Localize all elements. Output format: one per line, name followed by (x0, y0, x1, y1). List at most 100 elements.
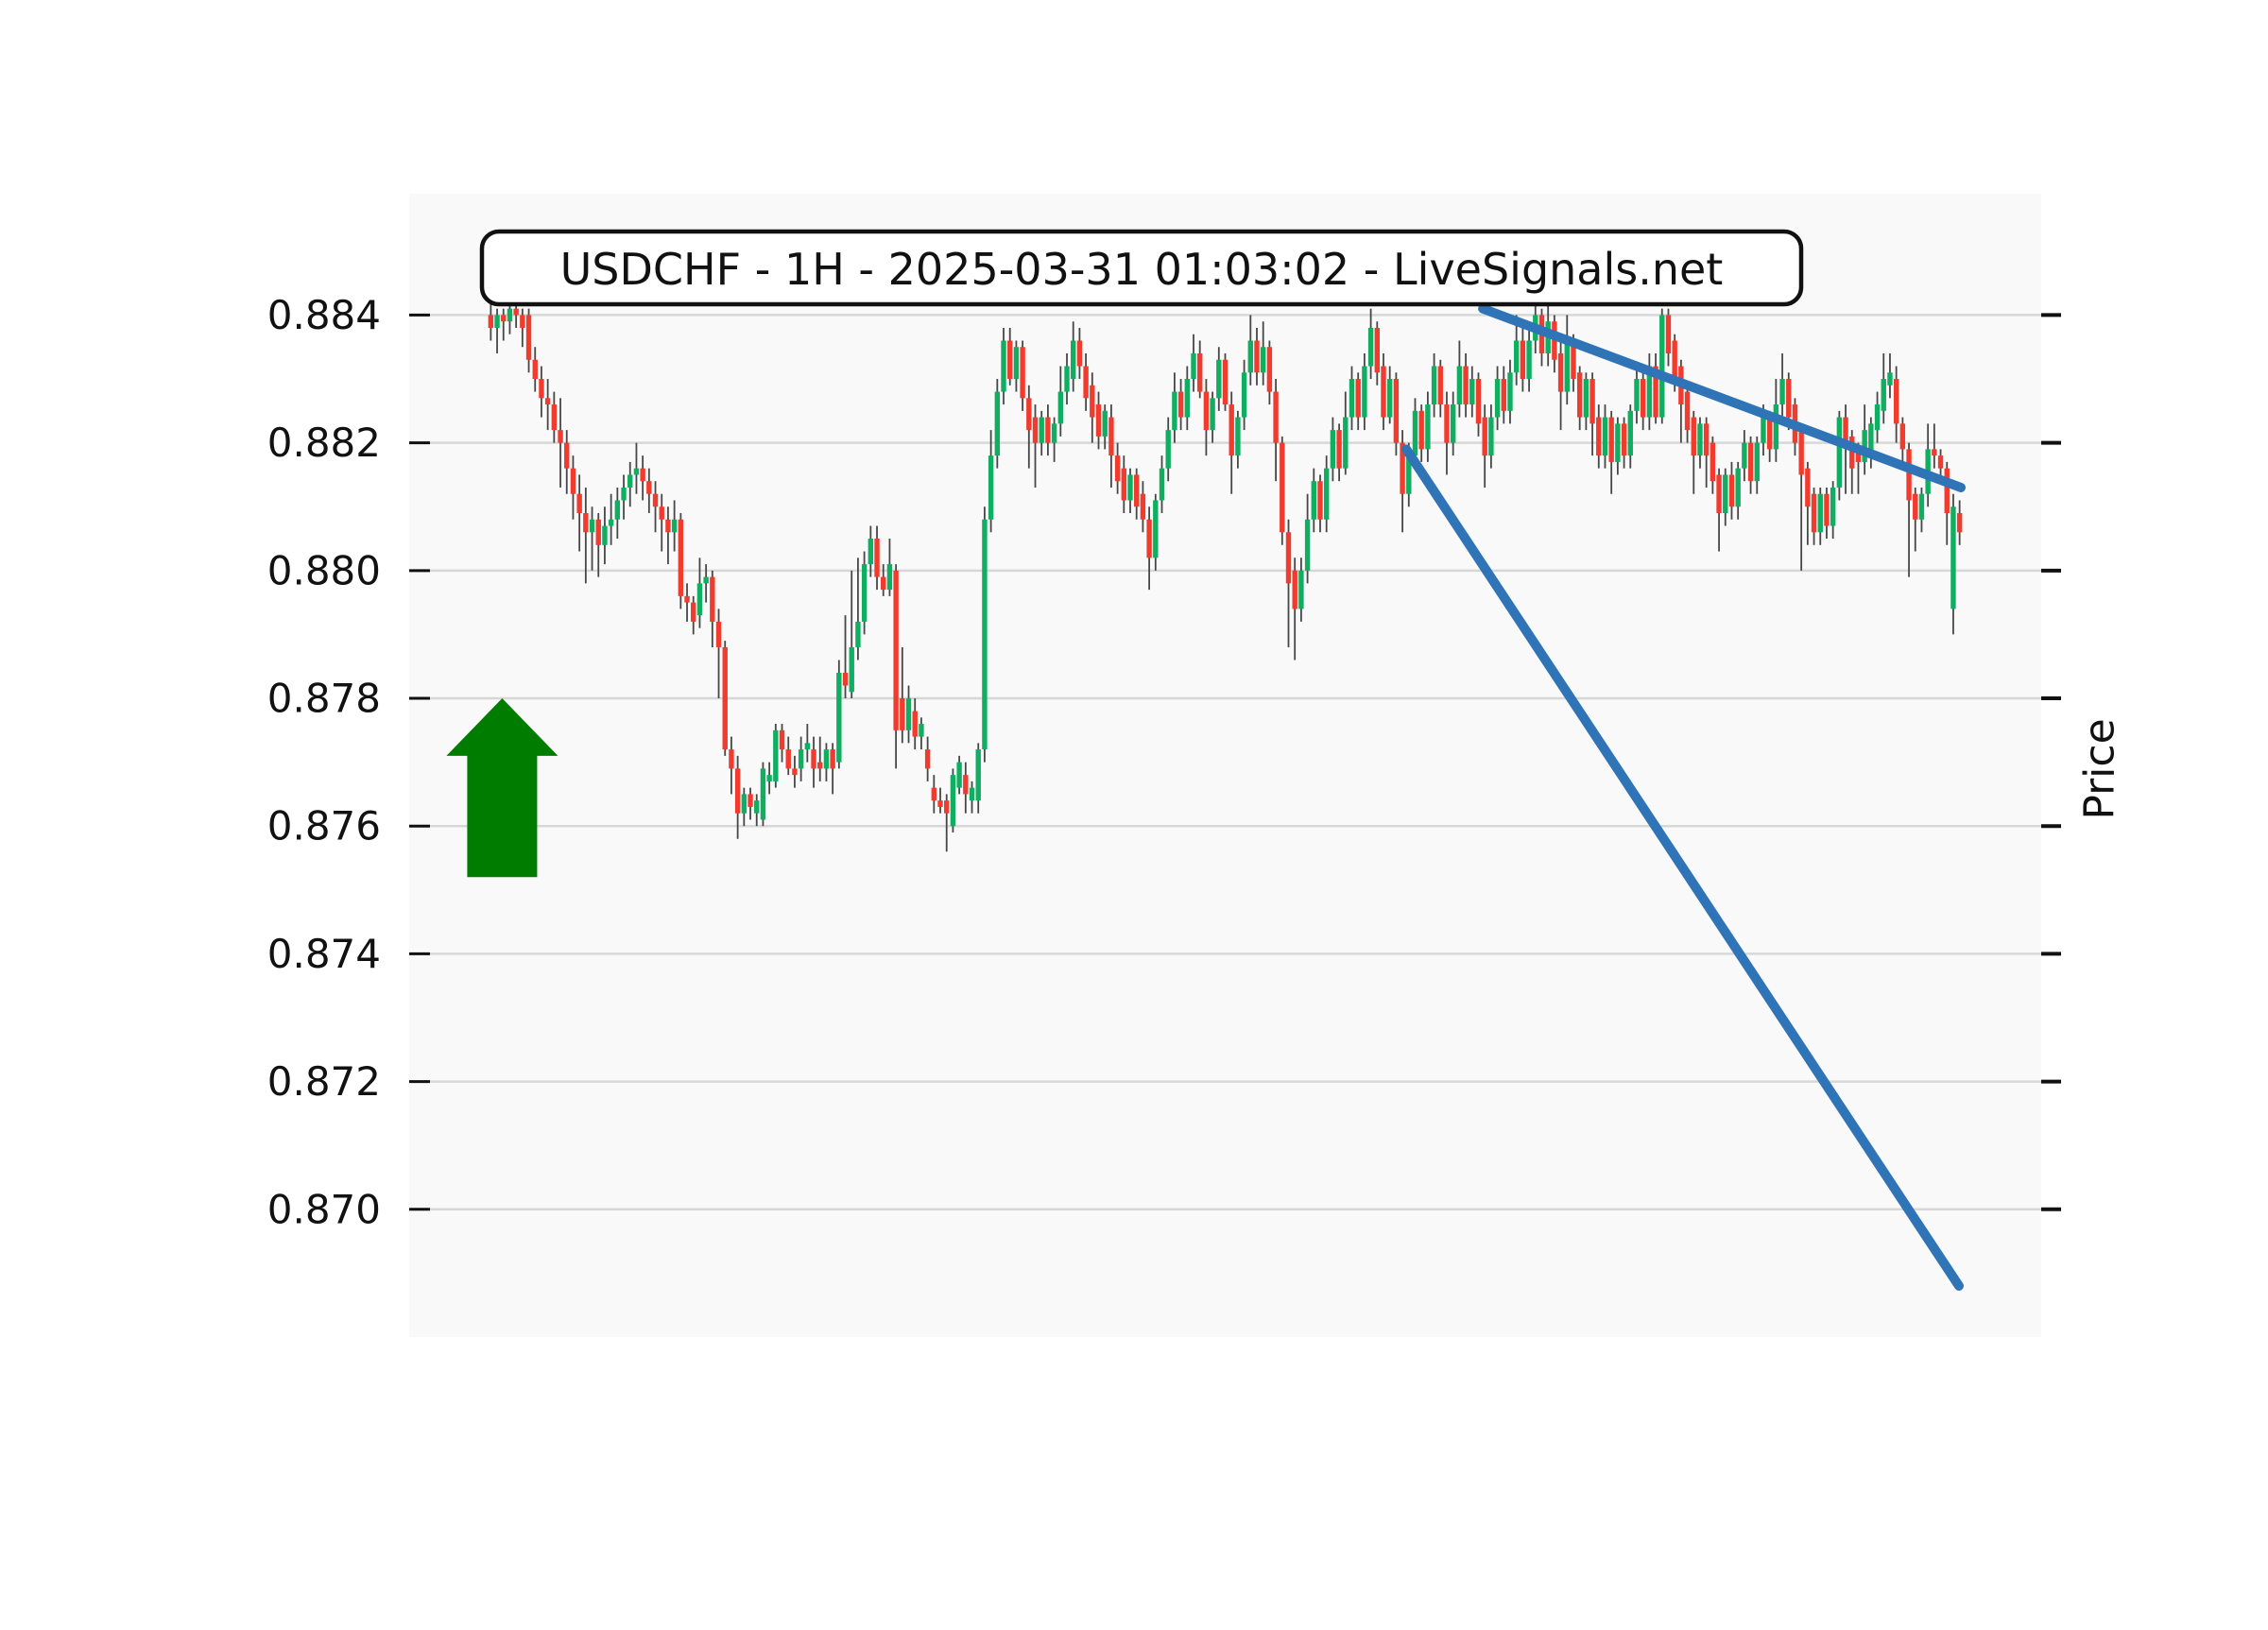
candle-body-up (608, 519, 614, 526)
candle-body-down (1076, 340, 1083, 367)
candle-body-down (1140, 493, 1146, 520)
candle-body-down (881, 576, 886, 591)
candle-body-up (1039, 417, 1044, 443)
chart-title: USDCHF - 1H - 2025-03-31 01:03:02 - Live… (560, 244, 1724, 295)
candle-body-down (1855, 449, 1862, 462)
candle-body-up (1159, 468, 1165, 501)
candle-body-down (684, 595, 690, 603)
candle-body-down (1944, 468, 1950, 513)
candle-body-up (1431, 366, 1437, 405)
candle-body-down (1747, 442, 1754, 482)
candle-body-up (1779, 379, 1785, 405)
candle-body-down (1437, 366, 1443, 405)
candle-body-up (1881, 379, 1886, 411)
candle-body-up (507, 308, 513, 322)
candle-body-down (1266, 347, 1273, 392)
candle-body-up (1494, 379, 1501, 418)
candle-body-up (1874, 404, 1881, 431)
candle-body-up (1102, 410, 1108, 437)
candle-body-down (1045, 417, 1051, 443)
candle-body-up (1469, 379, 1475, 405)
candle-body-down (659, 506, 664, 520)
candle-body-down (900, 698, 905, 730)
candle-body-down (539, 379, 544, 399)
candle-body-up (950, 775, 956, 827)
candle-body-down (1798, 430, 1804, 475)
candle-body-down (1653, 366, 1658, 418)
candle-body-down (1285, 532, 1292, 584)
candle-body-up (1646, 366, 1653, 418)
candle-body-down (1811, 493, 1817, 533)
candle-body-up (1184, 379, 1191, 418)
candle-body-down (501, 315, 507, 322)
candle-body-down (1576, 372, 1583, 418)
candle-body-up (1817, 493, 1823, 533)
candle-body-up (1862, 430, 1867, 462)
candle-body-up (823, 749, 830, 769)
candle-body-up (1742, 442, 1747, 469)
candle-body-up (1412, 410, 1418, 456)
candle-body-up (1235, 417, 1241, 456)
candle-body-up (703, 576, 709, 584)
candle-body-down (722, 646, 728, 750)
candle-body-down (1906, 449, 1912, 501)
candle-body-down (1557, 352, 1564, 392)
candle-body-down (1913, 493, 1918, 520)
candle-body-up (982, 519, 988, 750)
candle-body-down (1766, 417, 1773, 450)
candle-body-up (1507, 372, 1513, 411)
candle-body-down (830, 749, 835, 769)
candle-body-up (1950, 506, 1956, 609)
candle-body-up (627, 474, 633, 488)
candle-body-up (621, 487, 627, 501)
candle-body-up (1602, 417, 1608, 456)
candle-body-down (1932, 449, 1937, 456)
candle-body-up (1064, 366, 1070, 392)
candle-body-down (652, 493, 659, 507)
steep-downward-trendline (1401, 444, 1964, 1291)
candle-body-down (1824, 493, 1830, 526)
candle-body-down (595, 519, 601, 545)
candle-body-down (1032, 417, 1039, 443)
candle-body-up (1526, 340, 1532, 380)
candle-body-down (1090, 385, 1095, 418)
candle-body-up (798, 749, 804, 769)
candle-body-down (1280, 442, 1285, 533)
candle-body-up (988, 455, 994, 520)
candle-body-down (1203, 391, 1210, 431)
candle-body-up (1830, 487, 1836, 526)
candle-body-down (1393, 379, 1400, 443)
candle-body-up (919, 724, 924, 737)
candle-body-up (1406, 455, 1412, 494)
candle-body-up (1773, 404, 1779, 450)
candle-body-down (576, 493, 582, 513)
candle-body-down (1083, 366, 1089, 399)
candle-body-down (1292, 570, 1297, 609)
candle-body-down (1710, 442, 1716, 482)
candle-body-up (1513, 340, 1520, 373)
candle-body-up (1761, 417, 1766, 443)
candle-body-up (1697, 423, 1703, 456)
candle-body-down (734, 768, 741, 814)
candle-body-down (912, 711, 918, 737)
candle-body-up (602, 525, 608, 545)
candle-body-down (1114, 455, 1121, 482)
candle-body-down (520, 315, 525, 328)
candle-body-up (1216, 359, 1222, 399)
candle-body-up (1127, 474, 1133, 501)
candle-body-down (924, 749, 931, 769)
candle-body-up (855, 621, 861, 647)
candle-body-down (1095, 404, 1102, 437)
candle-body-down (640, 468, 645, 482)
candle-body-down (1849, 436, 1855, 469)
candle-body-up (1564, 340, 1570, 392)
title-box: USDCHF - 1H - 2025-03-31 01:03:02 - Live… (479, 229, 1804, 307)
candle-body-up (1868, 423, 1874, 456)
candle-body-up (1754, 442, 1760, 482)
candle-body-up (1367, 327, 1374, 367)
y-tick-label: 0.884 (267, 292, 381, 338)
candle-body-down (570, 468, 576, 494)
upper-resistance-trendline (1478, 303, 1966, 492)
candle-body-down (544, 398, 551, 405)
candle-body-up (1456, 366, 1463, 405)
